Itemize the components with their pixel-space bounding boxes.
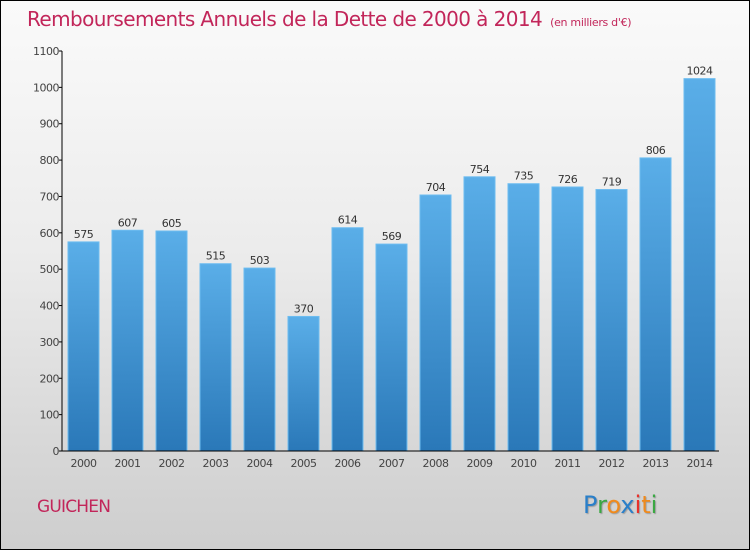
y-tick-label: 1000 xyxy=(33,81,59,94)
bar-2004 xyxy=(243,267,276,452)
bar-2002 xyxy=(155,230,188,452)
bars-group: 575 607 605 515 503 370 614 569 704 754 735 726 719 8… xyxy=(67,65,716,452)
logo-letter: r xyxy=(597,491,607,519)
y-tick-label: 400 xyxy=(40,300,60,313)
x-tick-label: 2003 xyxy=(203,457,229,470)
y-tick-label: 700 xyxy=(40,190,60,203)
x-tick-label: 2001 xyxy=(115,457,141,470)
y-tick-label: 800 xyxy=(40,154,60,167)
data-label: 605 xyxy=(162,217,182,230)
bar-2011 xyxy=(551,186,584,452)
data-label: 614 xyxy=(338,214,358,227)
logo-letter: i xyxy=(650,491,658,519)
data-label: 569 xyxy=(382,230,402,243)
x-tick-label: 2002 xyxy=(159,457,185,470)
data-label: 719 xyxy=(602,176,622,189)
logo-letter: o xyxy=(606,491,621,519)
y-tick-label: 0 xyxy=(53,445,60,458)
data-label: 515 xyxy=(206,250,226,263)
y-tick-label: 600 xyxy=(40,227,60,240)
data-label: 575 xyxy=(74,228,94,241)
x-tick-label: 2000 xyxy=(71,457,97,470)
y-tick-label: 100 xyxy=(40,409,60,422)
y-tick-label: 300 xyxy=(40,336,60,349)
data-label: 370 xyxy=(294,302,314,315)
x-tick-label: 2010 xyxy=(511,457,537,470)
x-tick-label: 2012 xyxy=(599,457,625,470)
bar-2012 xyxy=(595,189,628,452)
x-tick-label: 2014 xyxy=(687,457,713,470)
x-tick-label: 2013 xyxy=(643,457,669,470)
bar-2010 xyxy=(507,183,540,452)
y-tick-label: 200 xyxy=(40,372,60,385)
title-text: Remboursements Annuels de la Dette de 20… xyxy=(27,7,543,31)
proxiti-logo[interactable]: Proxiti xyxy=(583,491,657,519)
x-tick-label: 2004 xyxy=(247,457,273,470)
x-tick-label: 2007 xyxy=(379,457,405,470)
data-label: 503 xyxy=(250,254,270,267)
data-label: 726 xyxy=(558,173,578,186)
x-tick-label: 2011 xyxy=(555,457,581,470)
x-tick-label: 2009 xyxy=(467,457,493,470)
logo-letter: i xyxy=(634,491,642,519)
bar-2009 xyxy=(463,176,496,452)
city-name: GUICHEN xyxy=(37,497,111,517)
logo-letter: x xyxy=(620,491,635,519)
bar-2014 xyxy=(683,78,716,452)
data-label: 607 xyxy=(118,216,138,229)
bar-2008 xyxy=(419,194,452,452)
bar-2013 xyxy=(639,157,672,452)
bar-2000 xyxy=(67,241,100,452)
data-label: 754 xyxy=(470,163,490,176)
data-label: 735 xyxy=(514,170,534,183)
y-tick-label: 1100 xyxy=(33,45,59,58)
data-label: 704 xyxy=(426,181,446,194)
y-tick-label: 900 xyxy=(40,118,60,131)
bar-2005 xyxy=(287,315,320,452)
logo-letter: t xyxy=(641,491,651,519)
chart-title: Remboursements Annuels de la Dette de 20… xyxy=(27,7,632,31)
x-tick-label: 2006 xyxy=(335,457,361,470)
bar-2006 xyxy=(331,227,364,452)
bar-2007 xyxy=(375,243,408,452)
data-label: 1024 xyxy=(687,65,713,78)
x-tick-label: 2005 xyxy=(291,457,317,470)
data-label: 806 xyxy=(646,144,666,157)
x-tick-label: 2008 xyxy=(423,457,449,470)
y-tick-label: 500 xyxy=(40,263,60,276)
axes-group: 2000 2001 2002 2003 2004 2005 2006 2007 2008 2009… xyxy=(33,45,719,470)
bar-2003 xyxy=(199,263,232,452)
chart-subtitle: (en milliers d'€) xyxy=(550,16,632,29)
bar-2001 xyxy=(111,229,144,452)
logo-letter: P xyxy=(583,491,598,519)
